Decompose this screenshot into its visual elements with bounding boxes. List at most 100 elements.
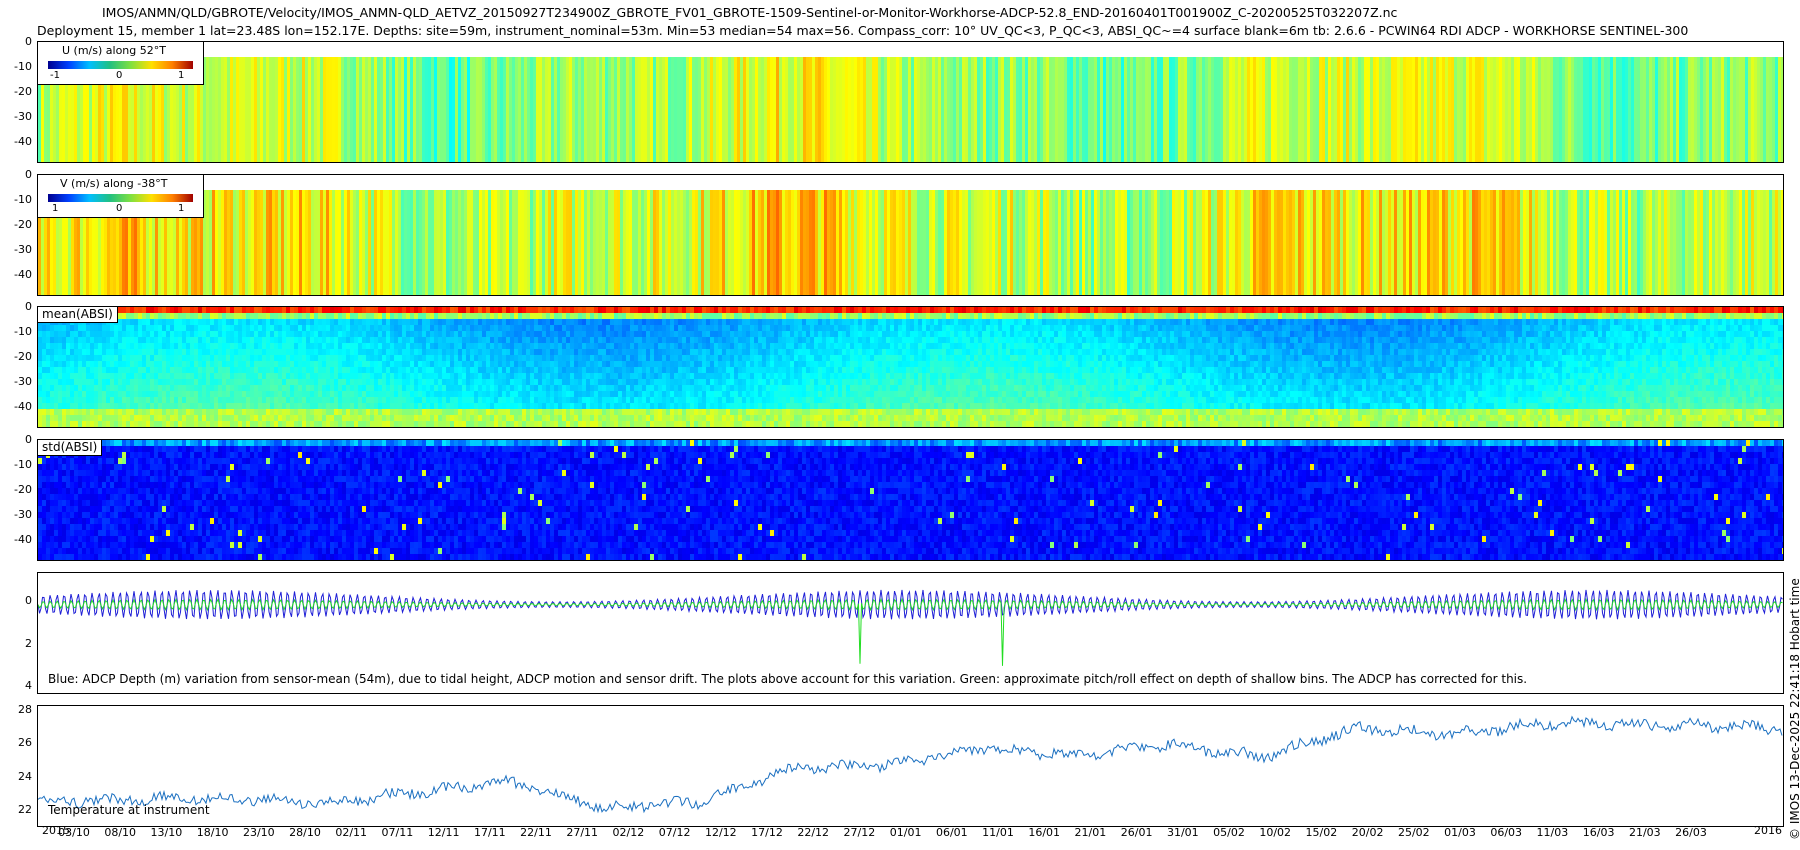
absi-cell — [66, 343, 70, 349]
absi-cell — [486, 349, 490, 355]
velocity-column — [317, 57, 320, 162]
absi-cell — [778, 379, 782, 385]
velocity-column — [1559, 57, 1562, 162]
absi-cell — [266, 391, 270, 397]
absi-cell — [290, 313, 294, 319]
velocity-column — [1592, 57, 1595, 162]
absi-cell — [730, 397, 734, 403]
velocity-column — [425, 57, 428, 162]
absi-cell — [602, 337, 606, 343]
velocity-column — [272, 190, 275, 295]
absi-cell — [214, 385, 218, 391]
absi-cell — [790, 343, 794, 349]
absi-cell — [626, 379, 630, 385]
absi-cell — [622, 385, 626, 391]
absi-cell — [766, 385, 770, 391]
velocity-column — [1454, 190, 1457, 295]
velocity-column — [491, 57, 494, 162]
velocity-column — [230, 190, 233, 295]
velocity-column — [1346, 190, 1349, 295]
velocity-column — [1220, 190, 1223, 295]
absi-cell — [78, 349, 82, 355]
absi-cell — [606, 409, 610, 415]
absi-cell — [510, 373, 514, 379]
absi-cell — [782, 373, 786, 379]
absi-cell — [278, 361, 282, 367]
absi-cell — [270, 331, 274, 337]
velocity-column — [662, 190, 665, 295]
absi-cell — [358, 373, 362, 379]
absi-cell — [666, 361, 670, 367]
absi-cell — [546, 349, 550, 355]
absi-cell — [682, 409, 686, 415]
absi-cell — [190, 409, 194, 415]
absi-cell — [130, 343, 134, 349]
absi-cell — [554, 409, 558, 415]
absi-cell — [714, 331, 718, 337]
absi-cell — [102, 421, 106, 427]
absi-cell — [290, 361, 294, 367]
velocity-column — [188, 190, 191, 295]
absi-cell — [694, 397, 698, 403]
absi-cell — [422, 319, 426, 325]
velocity-column — [827, 57, 830, 162]
velocity-column — [1388, 57, 1391, 162]
velocity-column — [1034, 190, 1037, 295]
absi-cell — [582, 403, 586, 409]
absi-cell — [246, 313, 250, 319]
absi-cell — [530, 409, 534, 415]
absi-cell — [38, 385, 42, 391]
velocity-column — [1223, 190, 1226, 295]
absi-cell — [738, 373, 742, 379]
velocity-column — [1679, 57, 1682, 162]
velocity-column — [377, 190, 380, 295]
absi-cell — [82, 403, 86, 409]
velocity-column — [1424, 57, 1427, 162]
absi-cell — [610, 409, 614, 415]
absi-cell — [338, 355, 342, 361]
absi-cell — [430, 367, 434, 373]
absi-cell — [590, 379, 594, 385]
absi-cell — [514, 379, 518, 385]
absi-cell — [242, 349, 246, 355]
absi-cell — [738, 355, 742, 361]
velocity-column — [1607, 57, 1610, 162]
velocity-column — [1376, 190, 1379, 295]
absi-cell — [454, 307, 458, 313]
absi-cell — [622, 415, 626, 421]
absi-cell — [354, 343, 358, 349]
absi-cell — [738, 343, 742, 349]
velocity-column — [128, 190, 131, 295]
absi-cell — [102, 403, 106, 409]
absi-cell — [386, 415, 390, 421]
absi-cell — [530, 391, 534, 397]
absi-cell — [298, 421, 302, 427]
velocity-column — [1514, 190, 1517, 295]
absi-cell — [102, 409, 106, 415]
absi-cell — [158, 385, 162, 391]
absi-cell — [170, 325, 174, 331]
absi-cell — [590, 313, 594, 319]
absi-cell — [654, 379, 658, 385]
velocity-column — [632, 190, 635, 295]
absi-cell — [554, 343, 558, 349]
absi-cell — [734, 331, 738, 337]
absi-cell — [542, 397, 546, 403]
absi-cell — [658, 319, 662, 325]
absi-cell — [630, 355, 634, 361]
absi-cell — [558, 403, 562, 409]
absi-cell — [746, 319, 750, 325]
absi-cell — [634, 331, 638, 337]
absi-cell — [178, 403, 182, 409]
velocity-column — [500, 57, 503, 162]
absi-cell — [466, 409, 470, 415]
absi-cell — [782, 397, 786, 403]
absi-cell — [666, 319, 670, 325]
absi-cell — [462, 397, 466, 403]
absi-cell — [94, 415, 98, 421]
absi-cell — [462, 313, 466, 319]
absi-cell — [378, 421, 382, 427]
absi-cell — [498, 343, 502, 349]
absi-cell — [638, 391, 642, 397]
velocity-column — [659, 190, 662, 295]
